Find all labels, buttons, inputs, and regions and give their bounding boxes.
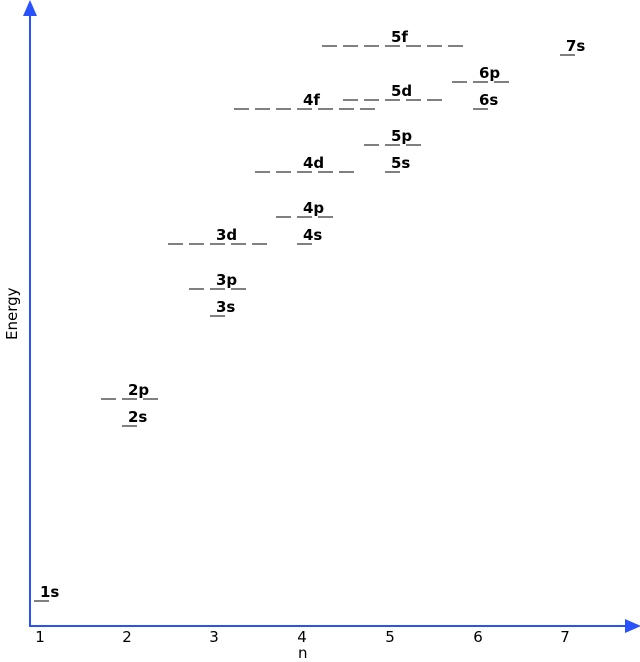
energy-level-diagram: Energy n 1 2 3 4 5 6 7 1s 2s 2p 3s 3p 3d 4s 4p 4d 4f 5s 5p… <box>0 0 640 660</box>
orbital-label-5f: 5f <box>391 28 408 46</box>
orbital-dash-4d <box>276 171 291 173</box>
orbital-label-6s: 6s <box>479 91 498 109</box>
y-axis-arrow <box>23 0 37 16</box>
orbital-dash-4d <box>255 171 270 173</box>
x-axis-label: n <box>298 644 308 662</box>
x-tick-7: 7 <box>555 628 575 646</box>
orbital-dash-4f <box>318 108 333 110</box>
orbital-dash-3d <box>168 243 183 245</box>
orbital-label-2p: 2p <box>128 381 149 399</box>
orbital-dash-5d <box>427 99 442 101</box>
orbital-label-6p: 6p <box>479 64 500 82</box>
orbital-dash-5f <box>448 45 463 47</box>
y-axis <box>29 12 31 625</box>
orbital-dash-4d <box>339 171 354 173</box>
orbital-label-3s: 3s <box>216 298 235 316</box>
x-tick-3: 3 <box>204 628 224 646</box>
orbital-label-5s: 5s <box>391 154 410 172</box>
orbital-dash-5f <box>343 45 358 47</box>
x-tick-6: 6 <box>468 628 488 646</box>
orbital-dash-5f <box>406 45 421 47</box>
orbital-label-4d: 4d <box>303 154 324 172</box>
orbital-label-3p: 3p <box>216 271 237 289</box>
orbital-label-5d: 5d <box>391 82 412 100</box>
orbital-dash-4f <box>255 108 270 110</box>
y-axis-label: Energy <box>3 287 21 340</box>
orbital-label-4f: 4f <box>303 91 320 109</box>
x-tick-2: 2 <box>117 628 137 646</box>
orbital-dash-4f <box>276 108 291 110</box>
orbital-dash-5f <box>322 45 337 47</box>
orbital-label-3d: 3d <box>216 226 237 244</box>
orbital-label-1s: 1s <box>40 583 59 601</box>
orbital-dash-4f <box>360 108 375 110</box>
orbital-dash-5f <box>364 45 379 47</box>
orbital-dash-3d <box>189 243 204 245</box>
orbital-dash-3d <box>252 243 267 245</box>
x-tick-1: 1 <box>30 628 50 646</box>
orbital-dash-5f <box>427 45 442 47</box>
orbital-dash-5d <box>364 99 379 101</box>
orbital-dash-5p <box>364 144 379 146</box>
orbital-label-2s: 2s <box>128 408 147 426</box>
x-axis <box>29 625 627 627</box>
orbital-label-4p: 4p <box>303 199 324 217</box>
orbital-label-4s: 4s <box>303 226 322 244</box>
orbital-dash-4f <box>234 108 249 110</box>
x-axis-arrow <box>625 619 640 633</box>
orbital-dash-6p <box>452 81 467 83</box>
orbital-label-7s: 7s <box>566 37 585 55</box>
x-tick-4: 4 <box>292 628 312 646</box>
orbital-dash-5d <box>343 99 358 101</box>
orbital-dash-3p <box>189 288 204 290</box>
x-tick-5: 5 <box>380 628 400 646</box>
orbital-dash-2p <box>101 398 116 400</box>
orbital-dash-4p <box>276 216 291 218</box>
orbital-dash-4f <box>339 108 354 110</box>
orbital-label-5p: 5p <box>391 127 412 145</box>
